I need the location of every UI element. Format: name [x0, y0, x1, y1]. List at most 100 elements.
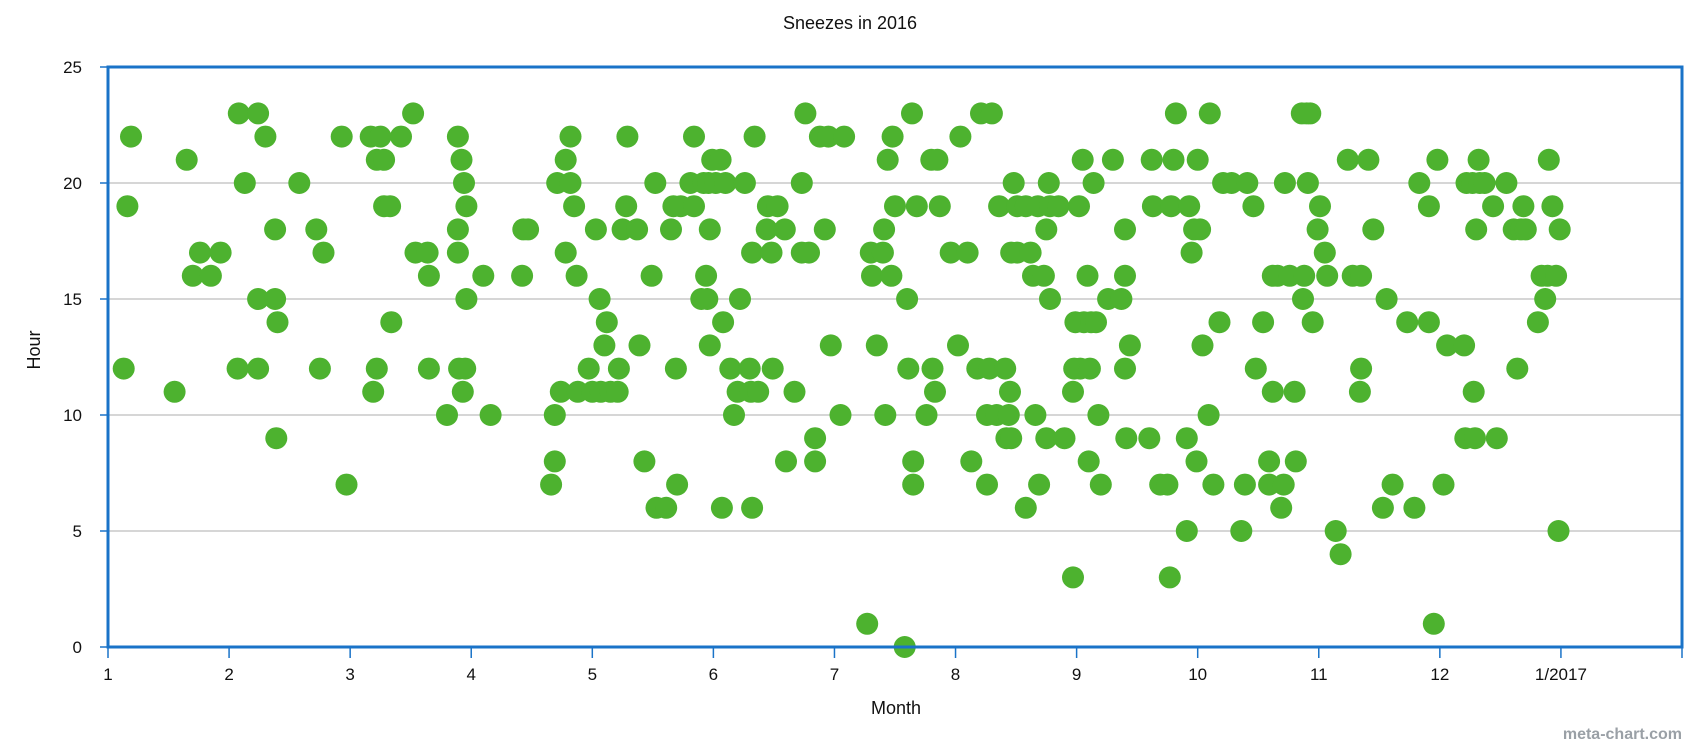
scatter-point [1077, 450, 1100, 473]
scatter-point [696, 288, 719, 310]
scatter-point [723, 404, 745, 426]
scatter-point [1261, 380, 1284, 403]
scatter-point [436, 404, 458, 426]
scatter-point [593, 334, 616, 357]
scatter-point [1039, 288, 1061, 310]
scatter-point [1432, 473, 1455, 496]
scatter-point [1032, 264, 1055, 287]
x-tick-label: 3 [345, 665, 354, 684]
scatter-point [733, 172, 756, 194]
scatter-point [683, 125, 705, 148]
scatter-point [549, 380, 572, 403]
scatter-point [1473, 172, 1496, 194]
x-tick-label: 11 [1310, 665, 1328, 684]
scatter-point [1417, 195, 1440, 218]
scatter-point [1078, 357, 1101, 380]
scatter-point [626, 218, 649, 241]
scatter-point [760, 241, 783, 264]
scatter-point [660, 218, 682, 241]
scatter-point [813, 218, 836, 241]
scatter-point [1296, 172, 1319, 194]
scatter-point [1537, 148, 1560, 171]
scatter-point [1396, 311, 1419, 334]
scatter-point [695, 264, 718, 287]
scatter-point [1114, 357, 1136, 380]
scatter-point [939, 241, 962, 264]
data-points [112, 102, 1571, 658]
scatter-point [766, 195, 789, 218]
scatter-point [714, 172, 737, 194]
y-tick-label: 15 [63, 290, 82, 309]
scatter-point [540, 473, 563, 496]
scatter-point [949, 125, 972, 148]
scatter-point [446, 218, 469, 241]
scatter-point [1272, 473, 1295, 496]
scatter-point [804, 450, 827, 473]
scatter-point [1082, 172, 1105, 194]
scatter-point [264, 288, 287, 310]
scatter-point [416, 241, 439, 264]
scatter-point [369, 125, 392, 148]
scatter-point [312, 241, 335, 264]
scatter-point [1164, 102, 1187, 125]
scatter-point [1408, 172, 1431, 194]
scatter-point [926, 148, 949, 171]
scatter-point [199, 264, 222, 287]
x-tick-label: 12 [1430, 665, 1449, 684]
scatter-point [905, 195, 928, 218]
y-tick-label: 20 [63, 174, 82, 193]
scatter-point [163, 380, 186, 403]
scatter-point [265, 427, 288, 450]
scatter-point [1071, 148, 1094, 171]
scatter-point [1175, 427, 1198, 450]
y-tick-label: 25 [63, 58, 82, 77]
scatter-point [446, 125, 469, 148]
scatter-point [1316, 264, 1339, 287]
scatter-point [373, 148, 396, 171]
scatter-point [1087, 404, 1110, 426]
scatter-point [1485, 427, 1508, 450]
scatter-point [288, 172, 311, 194]
scatter-point [1085, 311, 1107, 334]
watermark: meta-chart.com [1563, 726, 1682, 743]
scatter-point [1014, 496, 1037, 519]
scatter-point [1028, 473, 1051, 496]
scatter-point [729, 288, 751, 310]
scatter-point [455, 195, 478, 218]
x-tick-label: 1 [103, 665, 112, 684]
x-tick-label: 9 [1072, 665, 1081, 684]
scatter-point [554, 241, 577, 264]
scatter-point [924, 380, 946, 403]
scatter-point [1526, 311, 1549, 334]
scatter-point [1242, 195, 1265, 218]
scatter-point [1426, 148, 1449, 171]
scatter-point [1002, 172, 1025, 194]
scatter-point [227, 102, 250, 125]
scatter-point [666, 473, 689, 496]
scatter-point [362, 380, 385, 403]
scatter-point [607, 357, 630, 380]
scatter-point [794, 102, 817, 125]
scatter-point [798, 241, 820, 264]
scatter-point [783, 380, 806, 403]
scatter-point [901, 102, 923, 125]
scatter-point [606, 380, 629, 403]
scatter-point [683, 195, 705, 218]
scatter-point [1189, 218, 1212, 241]
scatter-point [1140, 148, 1163, 171]
scatter-point [615, 195, 638, 218]
scatter-point [741, 496, 764, 519]
scatter-point [1417, 311, 1440, 334]
scatter-point [554, 148, 577, 171]
scatter-point [1035, 427, 1058, 450]
scatter-point [577, 357, 600, 380]
scatter-point [233, 172, 256, 194]
scatter-point [455, 288, 478, 310]
scatter-point [1541, 195, 1564, 218]
scatter-point [790, 172, 813, 194]
scatter-point [709, 148, 732, 171]
scatter-point [1464, 427, 1486, 450]
scatter-point [1350, 264, 1373, 287]
scatter-point [1068, 195, 1090, 218]
scatter-point [1350, 357, 1373, 380]
